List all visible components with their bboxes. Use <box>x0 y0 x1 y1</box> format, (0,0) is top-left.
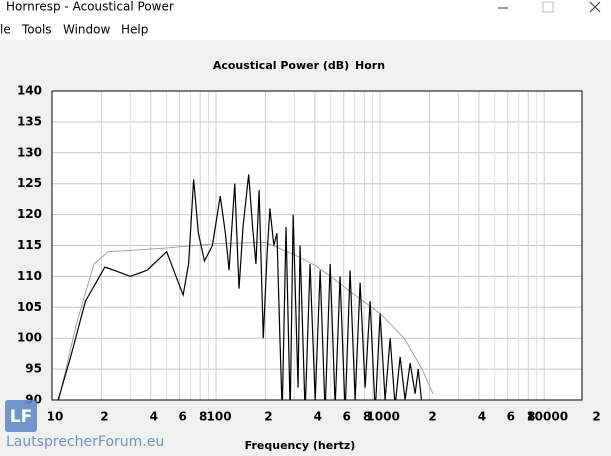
x-tick-label: 2 <box>428 410 436 424</box>
close-button[interactable] <box>589 1 601 13</box>
y-tick-label: 140 <box>17 84 42 98</box>
watermark-logo-text: LF <box>10 407 32 427</box>
title-bar <box>0 0 611 18</box>
x-tick-label: 8 <box>527 410 535 424</box>
x-tick-label: 2 <box>592 410 600 424</box>
y-tick-label: 100 <box>17 331 42 345</box>
maximize-button[interactable] <box>542 1 554 13</box>
series-line <box>58 241 434 400</box>
x-tick-label: 6 <box>178 410 186 424</box>
x-tick-label: 8 <box>199 410 207 424</box>
x-axis-label: Frequency (hertz) <box>245 439 356 452</box>
y-tick-label: 120 <box>17 207 42 221</box>
x-tick-label: 10 <box>47 410 64 424</box>
window-title: Hornresp - Acoustical Power <box>6 0 174 14</box>
menu-item[interactable]: Help <box>121 23 148 37</box>
x-tick-label: 6 <box>507 410 515 424</box>
menu-bar <box>0 18 611 40</box>
y-tick-label: 125 <box>17 176 42 190</box>
x-tick-label: 6 <box>343 410 351 424</box>
x-tick-label: 4 <box>314 410 322 424</box>
x-tick-label: 1000 <box>366 410 399 424</box>
series-line <box>57 174 423 400</box>
y-tick-label: 95 <box>25 362 42 376</box>
x-tick-label: 8 <box>363 410 371 424</box>
plot-frame <box>51 90 583 401</box>
y-tick-label: 135 <box>17 114 42 128</box>
y-tick-label: 115 <box>17 238 42 252</box>
y-tick-label: 110 <box>17 269 42 283</box>
x-tick-label: 4 <box>478 410 486 424</box>
y-tick-label: 130 <box>17 145 42 159</box>
x-tick-label: 2 <box>264 410 272 424</box>
x-tick-label: 4 <box>150 410 158 424</box>
watermark-text: LautsprecherForum.eu <box>6 434 164 450</box>
x-tick-label: 2 <box>100 410 108 424</box>
chart-subtitle: Horn <box>355 59 385 72</box>
menu-item[interactable]: Window <box>63 23 111 37</box>
y-tick-label: 105 <box>17 300 42 314</box>
menu-item[interactable]: Tools <box>21 23 52 37</box>
watermark-logo <box>5 400 37 432</box>
x-tick-label: 10000 <box>526 410 568 424</box>
x-tick-label: 100 <box>207 410 232 424</box>
menu-item[interactable]: le <box>0 23 11 37</box>
chart-title: Acoustical Power (dB) <box>213 59 349 72</box>
